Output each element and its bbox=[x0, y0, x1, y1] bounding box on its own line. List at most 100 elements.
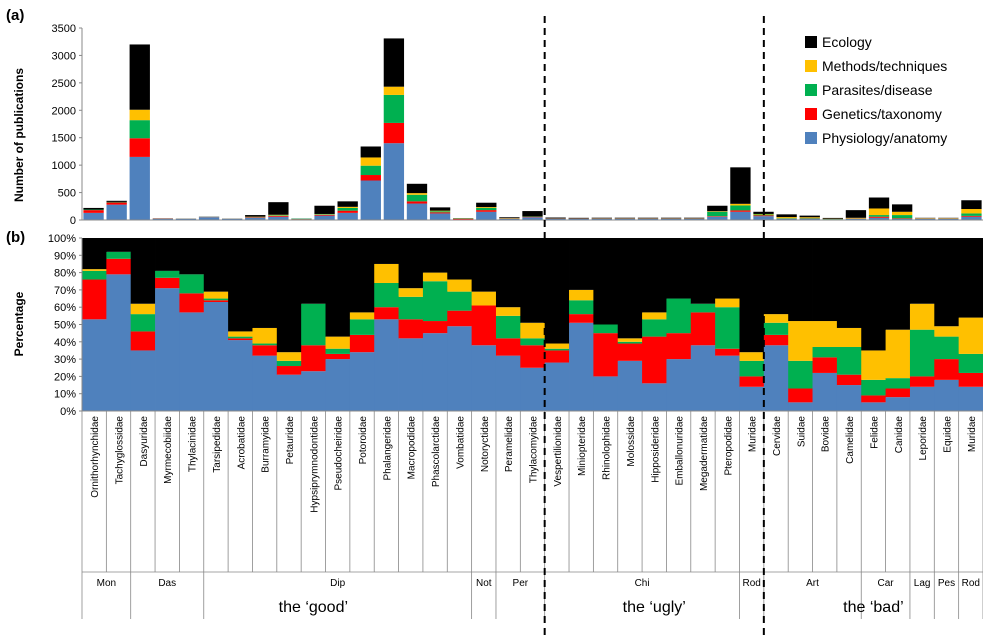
bar-b-segment bbox=[885, 388, 911, 398]
bar-b-segment bbox=[252, 238, 278, 328]
bar-b-segment bbox=[642, 383, 667, 411]
bar-a-segment bbox=[406, 183, 428, 194]
bar-b-segment bbox=[909, 303, 935, 330]
bar-b-segment bbox=[569, 238, 594, 290]
category-label: Suidae bbox=[796, 416, 807, 448]
bar-a-segment bbox=[383, 38, 405, 87]
bar-a-segment bbox=[337, 210, 358, 213]
bar-a-segment bbox=[868, 215, 890, 217]
bar-b-segment bbox=[349, 319, 375, 335]
bar-b-segment bbox=[130, 350, 156, 411]
bar-a-segment bbox=[429, 211, 451, 213]
bar-b-segment bbox=[788, 388, 813, 403]
category-label: Felidae bbox=[869, 416, 880, 449]
bar-b-segment bbox=[544, 343, 570, 349]
bar-a-segment bbox=[268, 202, 289, 215]
bar-a-segment bbox=[268, 214, 289, 216]
bar-a-segment bbox=[337, 212, 358, 220]
legend-entry: Ecology bbox=[822, 34, 872, 50]
bar-b-segment bbox=[252, 355, 278, 411]
category-label: Emballonuridae bbox=[675, 416, 686, 486]
category-label: Macropodidae bbox=[407, 416, 418, 480]
category-label: Acrobatidae bbox=[236, 416, 247, 470]
bar-b-segment bbox=[228, 331, 253, 337]
bar-a-segment bbox=[476, 210, 497, 212]
bar-b-segment bbox=[301, 238, 326, 304]
bar-b-segment bbox=[179, 293, 205, 313]
bar-a-segment bbox=[360, 146, 381, 158]
bar-b-segment bbox=[812, 372, 838, 411]
bar-b-segment bbox=[422, 238, 448, 273]
y-tick-label-b: 70% bbox=[54, 285, 76, 297]
category-label: Peramelidae bbox=[504, 416, 515, 473]
bar-b-segment bbox=[82, 270, 107, 280]
bar-b-segment bbox=[471, 305, 497, 346]
bar-b-segment bbox=[398, 319, 424, 339]
bar-b-segment bbox=[861, 379, 886, 396]
bar-b-segment bbox=[836, 374, 862, 386]
bar-a-segment bbox=[845, 217, 867, 219]
bar-b-segment bbox=[228, 338, 253, 341]
bar-a-segment bbox=[453, 218, 474, 220]
bar-b-segment bbox=[666, 333, 692, 360]
bar-a-segment bbox=[406, 203, 428, 220]
bar-b-segment bbox=[203, 300, 229, 303]
bar-b-segment bbox=[106, 258, 132, 275]
bar-a-segment bbox=[360, 180, 381, 220]
bar-a-segment bbox=[776, 217, 797, 219]
category-label: Tachyglossidae bbox=[115, 416, 126, 485]
ylabel-a: Number of publications bbox=[12, 68, 26, 202]
bar-a-segment bbox=[868, 217, 890, 220]
category-label: Notoryctidae bbox=[480, 416, 491, 473]
category-label: Hipposideridae bbox=[650, 416, 661, 483]
bar-b-segment bbox=[593, 376, 619, 411]
bar-b-segment bbox=[495, 355, 521, 411]
legend-swatch bbox=[805, 60, 817, 72]
y-tick-label-b: 50% bbox=[54, 320, 76, 332]
bar-a-segment bbox=[868, 208, 890, 216]
bar-a-segment bbox=[383, 122, 405, 144]
bar-a-segment bbox=[129, 138, 150, 157]
bar-a-segment bbox=[545, 217, 566, 219]
order-label: Lag bbox=[914, 578, 931, 589]
bar-a-segment bbox=[684, 217, 705, 219]
bar-b-segment bbox=[958, 372, 983, 387]
bar-a-segment bbox=[429, 213, 451, 220]
bar-a-segment bbox=[429, 212, 451, 214]
bar-b-segment bbox=[739, 376, 765, 387]
category-label: Bovidae bbox=[821, 416, 832, 453]
bar-a-segment bbox=[545, 218, 566, 220]
bar-b-segment bbox=[958, 353, 983, 373]
bar-a-segment bbox=[291, 218, 312, 220]
category-axis: Ornithorhynchidae Tachyglossidae Dasyurida… bbox=[81, 16, 983, 635]
bar-b-segment bbox=[593, 324, 619, 334]
bar-b-segment bbox=[422, 333, 448, 411]
bar-b-segment bbox=[130, 331, 156, 351]
bar-b-segment bbox=[934, 379, 960, 411]
bar-a-segment bbox=[660, 218, 682, 220]
bar-a-segment bbox=[106, 201, 127, 203]
bar-a-segment bbox=[406, 193, 428, 195]
category-label: Phascolarctidae bbox=[431, 416, 442, 488]
bar-b-segment bbox=[82, 279, 107, 320]
category-label: Pteropodidae bbox=[723, 416, 734, 476]
bar-b-segment bbox=[739, 238, 765, 353]
bar-b-segment bbox=[325, 359, 351, 411]
order-label: Rod bbox=[742, 578, 760, 589]
bar-b-segment bbox=[301, 345, 326, 372]
bar-b-segment bbox=[471, 345, 497, 411]
bar-b-segment bbox=[909, 376, 935, 387]
bar-a-segment bbox=[730, 205, 751, 211]
bar-b-segment bbox=[788, 360, 813, 389]
bar-b-segment bbox=[642, 238, 667, 313]
bar-a-segment bbox=[406, 201, 428, 204]
y-tick-label-b: 10% bbox=[54, 389, 76, 401]
bar-a-segment bbox=[83, 210, 104, 213]
bar-a-segment bbox=[961, 215, 982, 217]
legend-entry: Methods/techniques bbox=[822, 58, 947, 74]
bar-a-segment bbox=[83, 207, 104, 210]
bar-b-segment bbox=[495, 238, 521, 308]
group-label: the ‘good’ bbox=[279, 599, 348, 616]
bar-a-segment bbox=[961, 209, 982, 214]
y-tick-label-a: 3000 bbox=[52, 50, 76, 62]
